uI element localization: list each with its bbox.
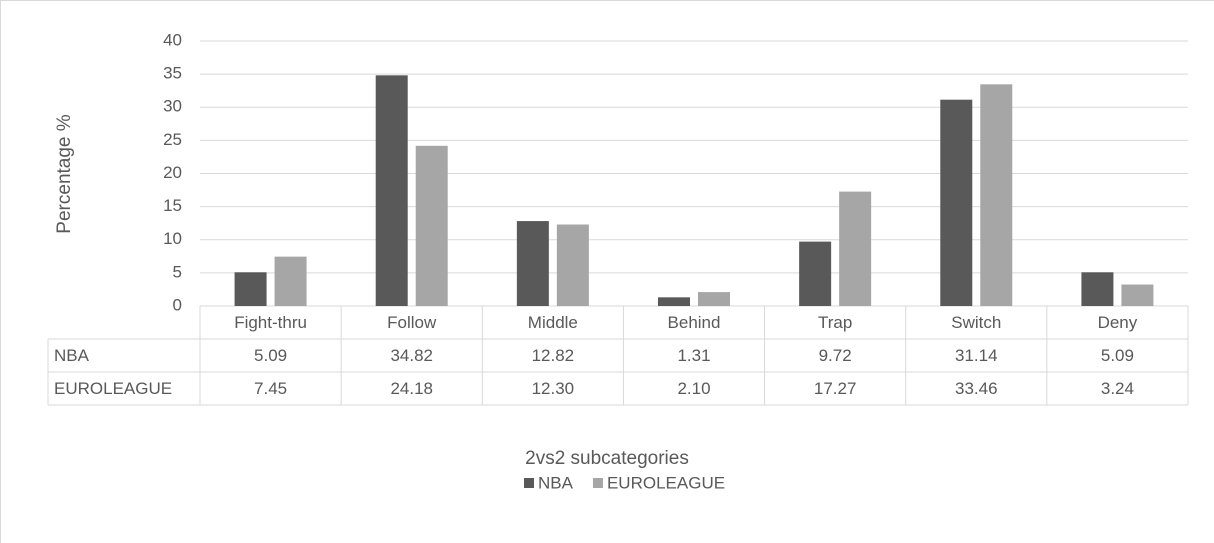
table-value: 3.24 bbox=[1101, 379, 1134, 398]
bar bbox=[516, 221, 549, 306]
legend-label: EUROLEAGUE bbox=[607, 473, 725, 492]
bar bbox=[234, 272, 267, 306]
bar bbox=[1081, 272, 1114, 306]
y-tick-label: 30 bbox=[163, 97, 182, 116]
y-tick-label: 35 bbox=[163, 64, 182, 83]
table-row-label: NBA bbox=[54, 346, 90, 365]
bar bbox=[415, 145, 448, 306]
table-value: 5.09 bbox=[254, 346, 287, 365]
bar bbox=[556, 224, 589, 306]
bar bbox=[375, 75, 408, 306]
y-tick-label: 10 bbox=[163, 229, 182, 248]
y-axis-title: Percentage % bbox=[54, 114, 75, 233]
bar bbox=[1121, 284, 1154, 306]
legend-swatch bbox=[524, 478, 534, 488]
table-value: 12.82 bbox=[532, 346, 575, 365]
bar bbox=[698, 292, 730, 306]
legend-swatch bbox=[592, 478, 603, 488]
x-tick-label: Fight-thru bbox=[234, 313, 307, 332]
table-value: 2.10 bbox=[677, 379, 710, 398]
y-tick-label: 15 bbox=[163, 196, 182, 215]
table-value: 12.30 bbox=[532, 379, 575, 398]
table-row-label: EUROLEAGUE bbox=[54, 379, 172, 398]
bar bbox=[658, 297, 690, 306]
table-value: 1.31 bbox=[677, 346, 710, 365]
table-value: 7.45 bbox=[254, 379, 287, 398]
table-value: 5.09 bbox=[1101, 346, 1134, 365]
y-tick-label: 40 bbox=[163, 30, 182, 49]
x-tick-label: Behind bbox=[668, 313, 721, 332]
x-tick-label: Switch bbox=[951, 313, 1001, 332]
y-tick-label: 25 bbox=[163, 130, 182, 149]
x-axis-title: 2vs2 subcategories bbox=[525, 448, 689, 469]
table-value: 17.27 bbox=[814, 379, 857, 398]
y-tick-label: 20 bbox=[163, 163, 182, 182]
bar bbox=[980, 84, 1013, 306]
bar bbox=[839, 191, 872, 306]
x-tick-label: Trap bbox=[818, 313, 852, 332]
table-value: 9.72 bbox=[819, 346, 852, 365]
table-value: 33.46 bbox=[955, 379, 998, 398]
table-value: 34.82 bbox=[390, 346, 433, 365]
table-value: 31.14 bbox=[955, 346, 998, 365]
y-tick-label: 0 bbox=[173, 295, 182, 314]
y-tick-label: 5 bbox=[173, 262, 182, 281]
table-value: 24.18 bbox=[390, 379, 433, 398]
legend-label: NBA bbox=[538, 473, 574, 492]
bar bbox=[940, 99, 973, 306]
x-tick-label: Deny bbox=[1098, 313, 1138, 332]
bar bbox=[274, 256, 307, 306]
bar bbox=[799, 241, 832, 306]
x-tick-label: Middle bbox=[528, 313, 578, 332]
x-tick-label: Follow bbox=[387, 313, 437, 332]
